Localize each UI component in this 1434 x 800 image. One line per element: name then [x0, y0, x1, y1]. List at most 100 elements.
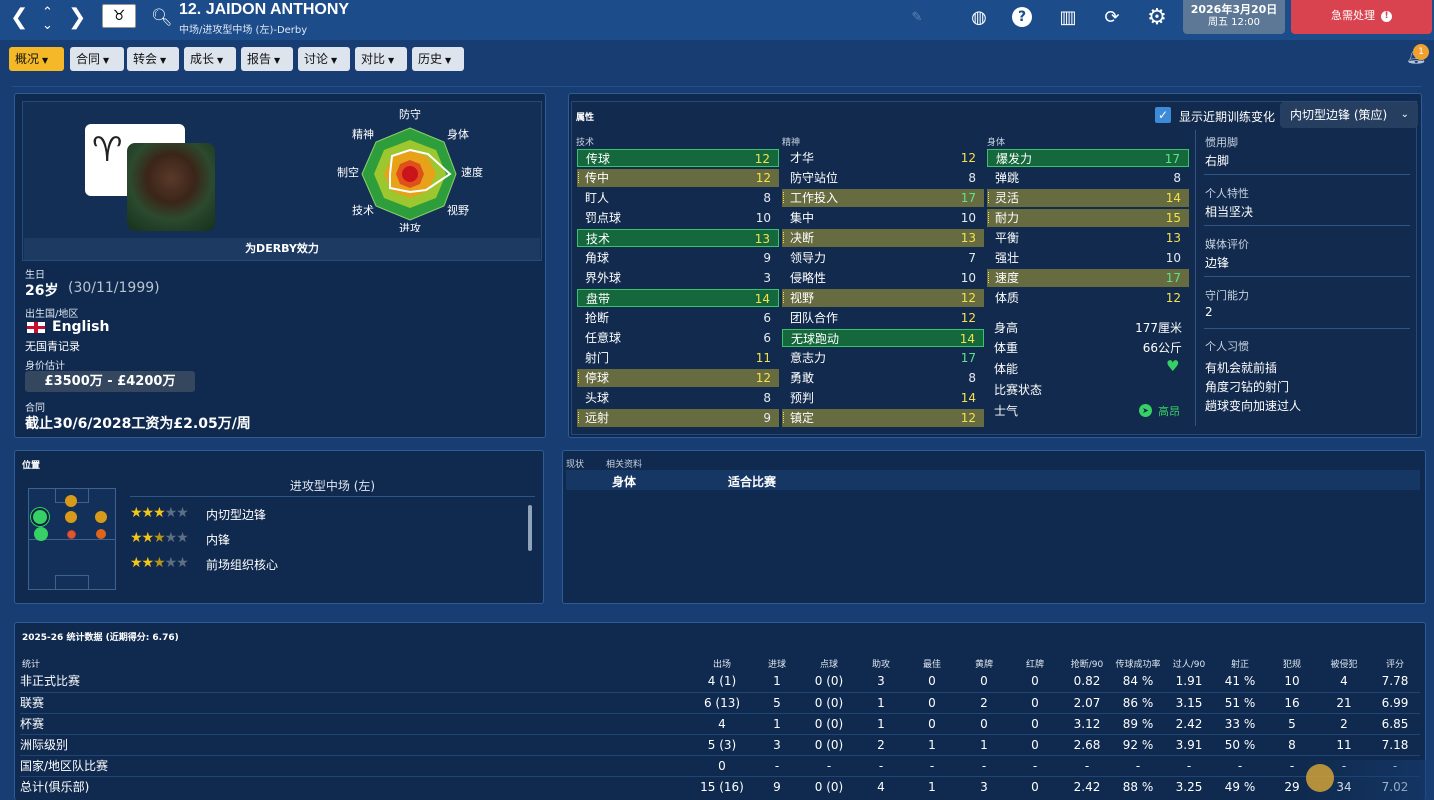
stats-cell: - — [1289, 759, 1295, 773]
star-empty-icon: ★★ — [164, 530, 189, 546]
stats-panel — [14, 622, 1426, 800]
attribute-row[interactable]: 传球 12 — [577, 149, 779, 167]
attribute-row[interactable]: 弹跳 8 — [987, 169, 1189, 187]
attribute-row[interactable]: 防守站位 8 — [782, 169, 984, 187]
stats-cell: 33 % — [1224, 717, 1256, 731]
stats-column-header[interactable]: 抢断/90 — [1070, 660, 1104, 670]
attribute-name: 防守站位 — [790, 171, 839, 185]
attribute-value: 6 — [763, 311, 771, 325]
attribute-row[interactable]: 抢断 6 — [577, 309, 779, 327]
tab-status[interactable]: 现状 — [566, 460, 585, 470]
attribute-row[interactable]: 勇敢 8 — [782, 369, 984, 387]
attribute-row[interactable]: 盯人 8 — [577, 189, 779, 207]
attribute-name: 才华 — [790, 151, 815, 165]
globe-icon[interactable]: ◍ — [971, 7, 987, 28]
attribute-row[interactable]: 速度 17 — [987, 269, 1189, 287]
attribute-row[interactable]: 技术 13 — [577, 229, 779, 247]
refresh-icon[interactable]: ⟳ — [1104, 7, 1120, 28]
attribute-row[interactable]: 决断 13 — [782, 229, 984, 247]
attribute-name: 灵活 — [995, 191, 1020, 205]
stats-column-header[interactable]: 黄牌 — [974, 660, 993, 670]
tab-discuss[interactable]: 讨论 ▼ — [298, 47, 350, 71]
attribute-row[interactable]: 集中 10 — [782, 209, 984, 227]
training-checkbox[interactable]: ✓ — [1155, 107, 1171, 123]
stats-column-header[interactable]: 助攻 — [871, 660, 890, 670]
attribute-row[interactable]: 强壮 10 — [987, 249, 1189, 267]
attribute-row[interactable]: 罚点球 10 — [577, 209, 779, 227]
stats-cell: 1 — [773, 717, 781, 731]
attribute-row[interactable]: 传中 12 — [577, 169, 779, 187]
table-row[interactable]: 杯赛 4 1 0 (0) 1 0 0 0 3.12 89 % 2.42 33 % 5 2 6.85 — [20, 713, 1420, 733]
book-icon[interactable]: ▥ — [1059, 7, 1077, 28]
attribute-row[interactable]: 平衡 13 — [987, 229, 1189, 247]
roles-scrollbar[interactable] — [528, 505, 532, 551]
tab-transfer[interactable]: 转会 ▼ — [127, 47, 179, 71]
attribute-row[interactable]: 头球 8 — [577, 389, 779, 407]
stats-cell: 2 — [877, 738, 885, 752]
stats-column-header[interactable]: 传球成功率 — [1115, 660, 1161, 670]
attribute-row[interactable]: 爆发力 17 — [987, 149, 1189, 167]
star-half-icon: ★ — [153, 530, 166, 546]
edit-icon[interactable]: ✎ — [911, 10, 923, 25]
attribute-row[interactable]: 预判 14 — [782, 389, 984, 407]
stats-column-header[interactable]: 射正 — [1230, 660, 1249, 670]
stats-column-header[interactable]: 红牌 — [1025, 660, 1044, 670]
attribute-row[interactable]: 盘带 14 — [577, 289, 779, 307]
stats-column-header[interactable]: 进球 — [767, 660, 786, 670]
date-box[interactable]: 2026年3月20日 周五 12:00 — [1183, 0, 1285, 34]
tab-related[interactable]: 相关资料 — [606, 460, 643, 470]
tab-compare[interactable]: 对比 ▼ — [355, 47, 407, 71]
gear-icon[interactable]: ⚙ — [1147, 5, 1167, 30]
table-row[interactable]: 非正式比赛 4 (1) 1 0 (0) 3 0 0 0 0.82 84 % 1.91 41 % 10 4 7… — [20, 671, 1420, 691]
stats-cell: 0 — [1031, 717, 1039, 731]
help-icon[interactable]: ? — [1012, 7, 1032, 27]
search-icon[interactable]: 🔍︎ — [151, 8, 173, 28]
tab-reports[interactable]: 报告 ▼ — [241, 47, 293, 71]
stats-column-header[interactable]: 最佳 — [922, 660, 941, 670]
attribute-row[interactable]: 领导力 7 — [782, 249, 984, 267]
tab-contract[interactable]: 合同 ▼ — [70, 47, 124, 71]
table-row[interactable]: 联赛 6 (13) 5 0 (0) 1 0 2 0 2.07 86 % 3.15 51 % 16 21 6.… — [20, 692, 1420, 712]
attribute-row[interactable]: 停球 12 — [577, 369, 779, 387]
attribute-row[interactable]: 远射 9 — [577, 409, 779, 427]
stats-column-header[interactable]: 被侵犯 — [1330, 660, 1358, 670]
stats-column-header[interactable]: 过人/90 — [1172, 660, 1206, 670]
attribute-row[interactable]: 侵略性 10 — [782, 269, 984, 287]
tab-development[interactable]: 成长 ▼ — [184, 47, 236, 71]
chevron-down-icon: ▼ — [388, 56, 395, 65]
stats-cell: 84 % — [1122, 674, 1154, 688]
forward-icon[interactable]: ❯ — [68, 5, 87, 30]
table-row[interactable]: 洲际级别 5 (3) 3 0 (0) 2 1 1 0 2.68 92 % 3.91 50 % 8 11 7.… — [20, 734, 1420, 754]
attribute-row[interactable]: 工作投入 17 — [782, 189, 984, 207]
attribute-row[interactable]: 界外球 3 — [577, 269, 779, 287]
star-icon: ★★★ — [130, 505, 166, 521]
stats-column-header[interactable]: 点球 — [819, 660, 838, 670]
attribute-row[interactable]: 灵活 14 — [987, 189, 1189, 207]
attribute-value: 12 — [960, 151, 976, 165]
attribute-row[interactable]: 才华 12 — [782, 149, 984, 167]
tab-overview[interactable]: 概况 ▼ — [9, 47, 64, 71]
attribute-row[interactable]: 团队合作 12 — [782, 309, 984, 327]
role-select[interactable]: 内切型边锋 (策应) ⌄ — [1280, 102, 1418, 128]
attribute-row[interactable]: 任意球 6 — [577, 329, 779, 347]
stats-cell: 0 — [1031, 738, 1039, 752]
attribute-row[interactable]: 体质 12 — [987, 289, 1189, 307]
back-icon[interactable]: ❮ — [10, 5, 29, 30]
attribute-row[interactable]: 耐力 15 — [987, 209, 1189, 227]
tab-history[interactable]: 历史 ▼ — [412, 47, 464, 71]
urgent-button[interactable]: 急需处理! — [1291, 0, 1432, 34]
attribute-value: 9 — [763, 251, 771, 265]
stats-column-header[interactable]: 犯规 — [1282, 660, 1301, 670]
attribute-row[interactable]: 射门 11 — [577, 349, 779, 367]
attribute-row[interactable]: 无球跑动 14 — [782, 329, 984, 347]
stats-column-header[interactable]: 出场 — [712, 660, 731, 670]
stats-column-header[interactable]: 评分 — [1385, 660, 1404, 670]
attribute-row[interactable]: 视野 12 — [782, 289, 984, 307]
trait-value: 相当坚决 — [1205, 205, 1254, 219]
attribute-row[interactable]: 意志力 17 — [782, 349, 984, 367]
attribute-row[interactable]: 镇定 12 — [782, 409, 984, 427]
table-row[interactable]: 总计(俱乐部) 15 (16) 9 0 (0) 4 1 3 0 2.42 88 % 3.25 49 %… — [20, 776, 1420, 796]
up-down-icon[interactable]: ⌃ ⌄ — [42, 5, 53, 33]
attribute-row[interactable]: 角球 9 — [577, 249, 779, 267]
